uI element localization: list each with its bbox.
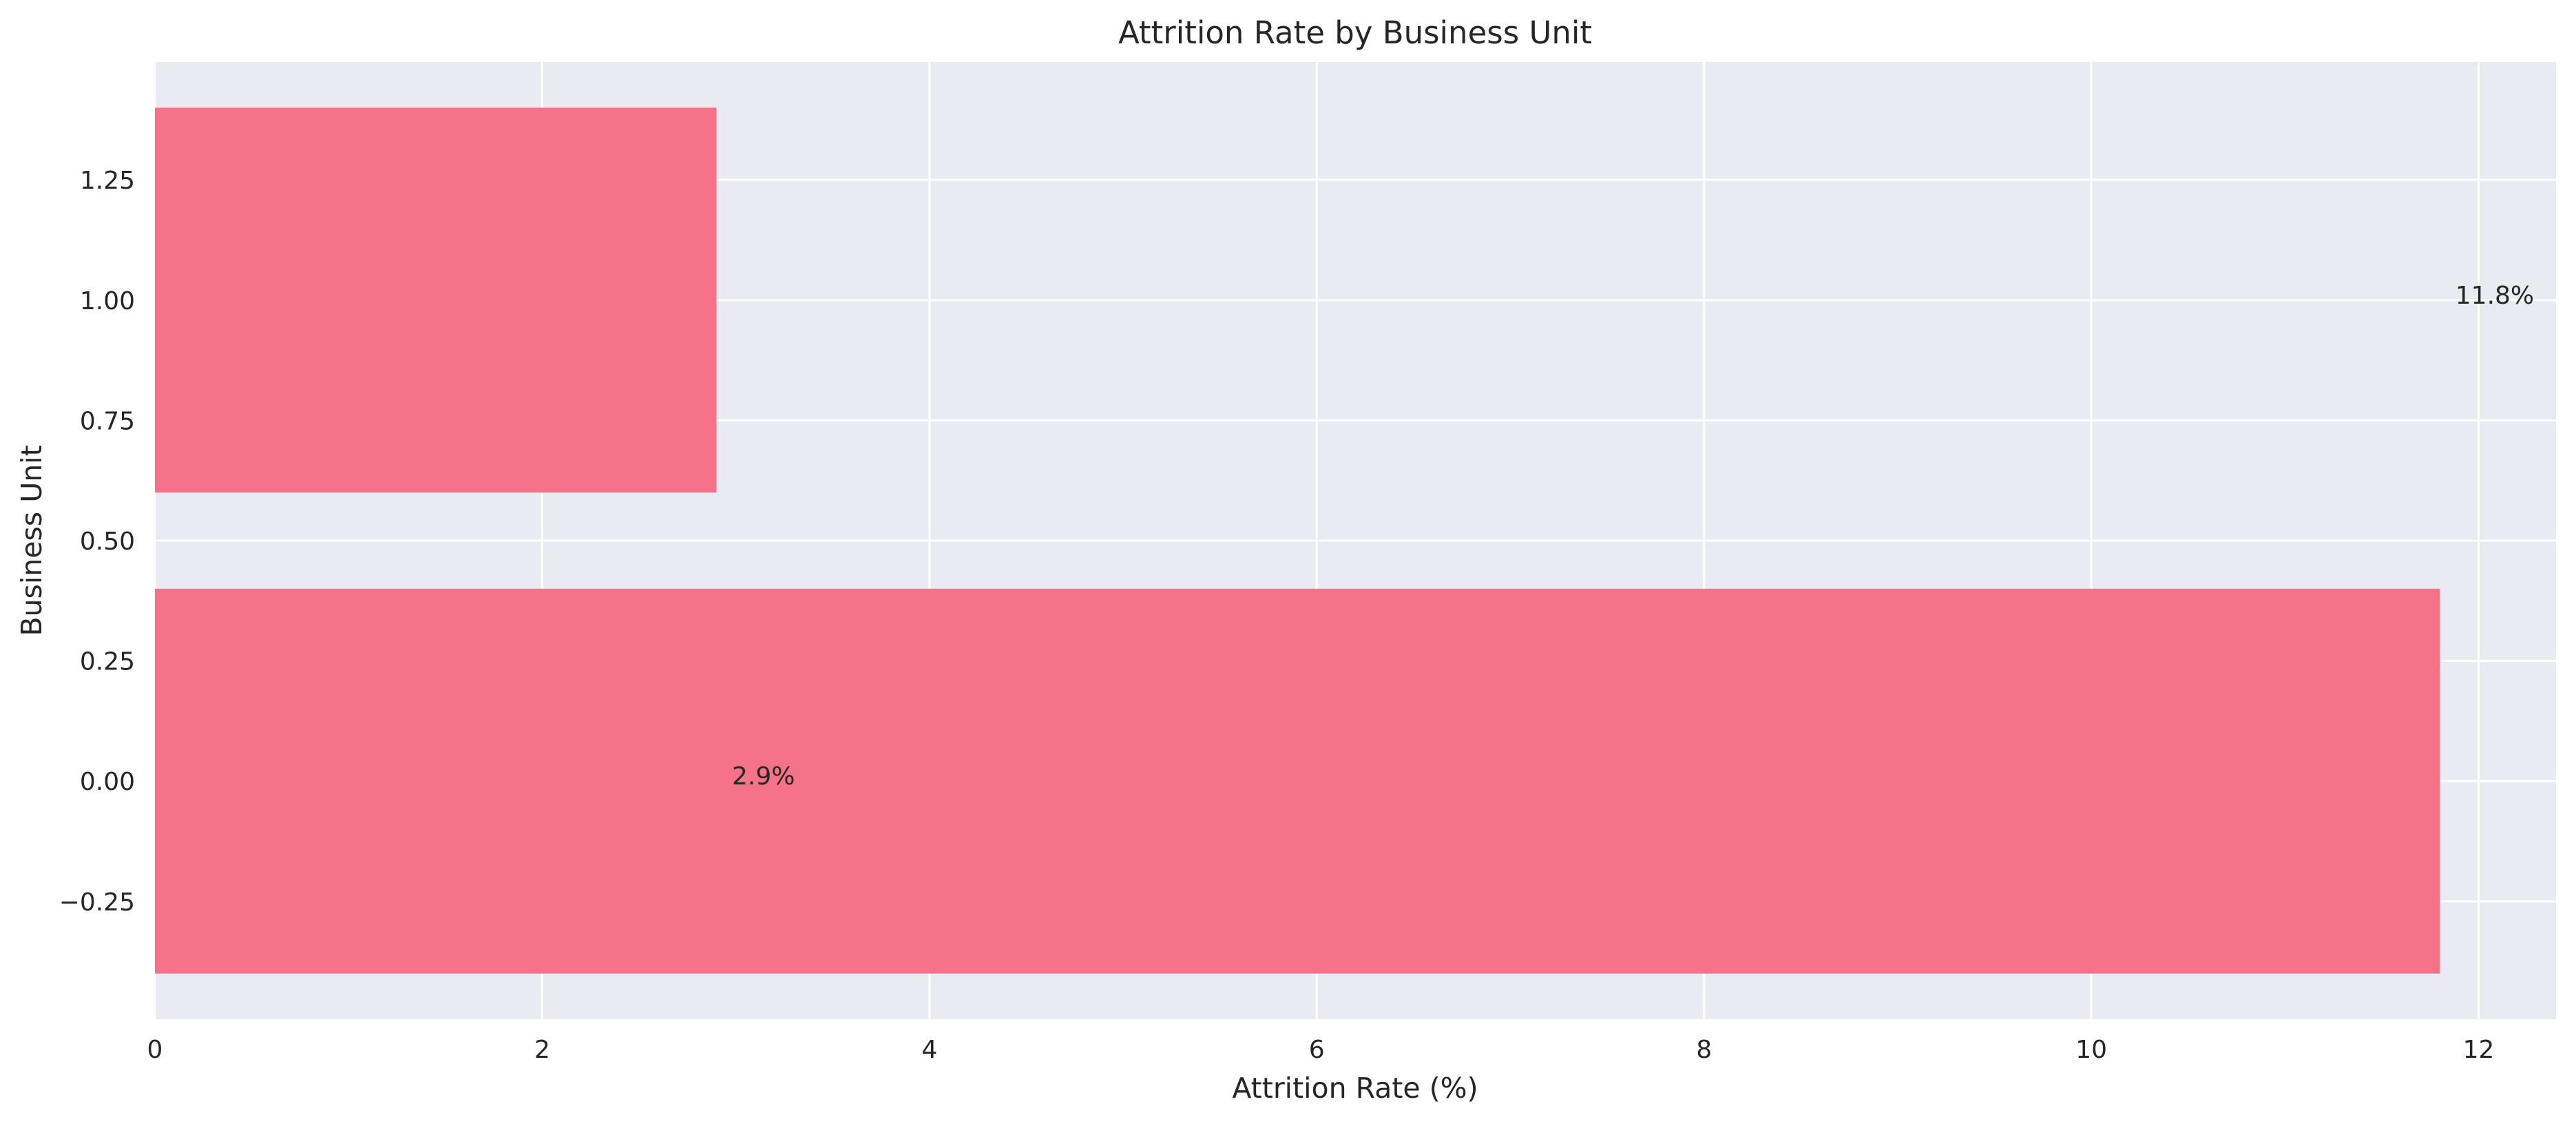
x-tick-label: 2 bbox=[534, 1036, 550, 1064]
y-tick-label: 1.25 bbox=[80, 167, 135, 195]
y-tick-label: 1.00 bbox=[80, 287, 135, 315]
x-axis-label: Attrition Rate (%) bbox=[1232, 1072, 1478, 1105]
x-tick-label: 0 bbox=[147, 1036, 163, 1064]
x-tick-labels: 0 2 4 6 8 10 12 bbox=[147, 1036, 2495, 1064]
x-tick-label: 6 bbox=[1309, 1036, 1325, 1064]
x-tick-label: 4 bbox=[921, 1036, 937, 1064]
y-tick-labels: −0.25 0.00 0.25 0.50 0.75 1.00 1.25 bbox=[59, 167, 135, 917]
y-tick-label: 0.25 bbox=[80, 648, 135, 676]
x-tick-label: 10 bbox=[2075, 1036, 2107, 1064]
y-tick-label: −0.25 bbox=[59, 888, 135, 917]
x-tick-label: 12 bbox=[2463, 1036, 2495, 1064]
bar bbox=[155, 107, 717, 493]
y-axis-label: Business Unit bbox=[15, 445, 48, 636]
data-labels: 2.9% 11.8% bbox=[732, 282, 2534, 791]
data-label: 11.8% bbox=[2455, 282, 2534, 310]
bar bbox=[155, 588, 2440, 974]
chart-title: Attrition Rate by Business Unit bbox=[1118, 14, 1592, 51]
bars bbox=[155, 107, 2440, 974]
y-tick-label: 0.00 bbox=[80, 768, 135, 796]
y-tick-label: 0.50 bbox=[80, 528, 135, 556]
y-tick-label: 0.75 bbox=[80, 407, 135, 435]
x-tick-label: 8 bbox=[1696, 1036, 1712, 1064]
data-label: 2.9% bbox=[732, 762, 795, 791]
